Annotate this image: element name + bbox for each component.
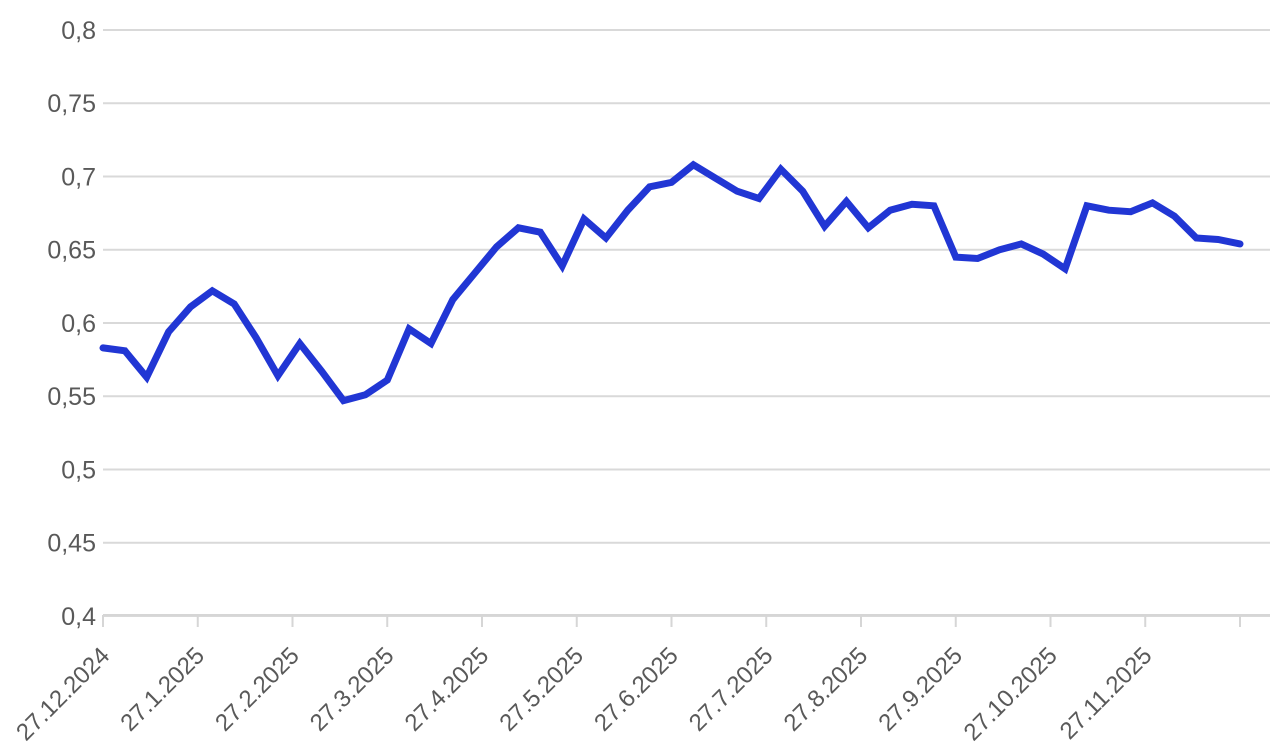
y-axis-label: 0,65 <box>47 237 96 265</box>
y-axis-labels: 0,8 0,75 0,7 0,65 0,6 0,55 0,5 0,45 0,4 <box>47 17 96 631</box>
y-axis-label: 0,7 <box>61 163 96 191</box>
x-axis-label: 27.3.2025 <box>305 642 400 737</box>
x-axis-label: 27.6.2025 <box>589 642 684 737</box>
x-axis <box>102 614 1270 627</box>
y-axis-label: 0,5 <box>61 456 96 484</box>
x-axis-label: 27.8.2025 <box>779 642 874 737</box>
x-axis-label: 27.4.2025 <box>400 642 495 737</box>
y-axis-label: 0,55 <box>47 383 96 411</box>
x-axis-label: 27.5.2025 <box>494 642 589 737</box>
y-axis-label: 0,4 <box>61 603 96 631</box>
gridlines <box>103 29 1270 617</box>
y-axis-label: 0,75 <box>47 90 96 118</box>
y-axis-label: 0,8 <box>61 17 96 45</box>
y-axis-label: 0,6 <box>61 310 96 338</box>
x-axis-label: 27.1.2025 <box>115 642 210 737</box>
x-axis-label: 27.2.2025 <box>210 642 305 737</box>
x-axis-labels: 27.12.2024 27.1.2025 27.2.2025 27.3.2025 27.… <box>11 642 1157 746</box>
x-axis-label: 27.9.2025 <box>873 642 968 737</box>
y-axis-label: 0,45 <box>47 530 96 558</box>
x-axis-label: 27.12.2024 <box>11 642 115 746</box>
x-axis-label: 27.10.2025 <box>959 642 1063 746</box>
x-axis-label: 27.7.2025 <box>684 642 779 737</box>
x-axis-label: 27.11.2025 <box>1055 642 1158 745</box>
data-series-line <box>99 160 1244 405</box>
